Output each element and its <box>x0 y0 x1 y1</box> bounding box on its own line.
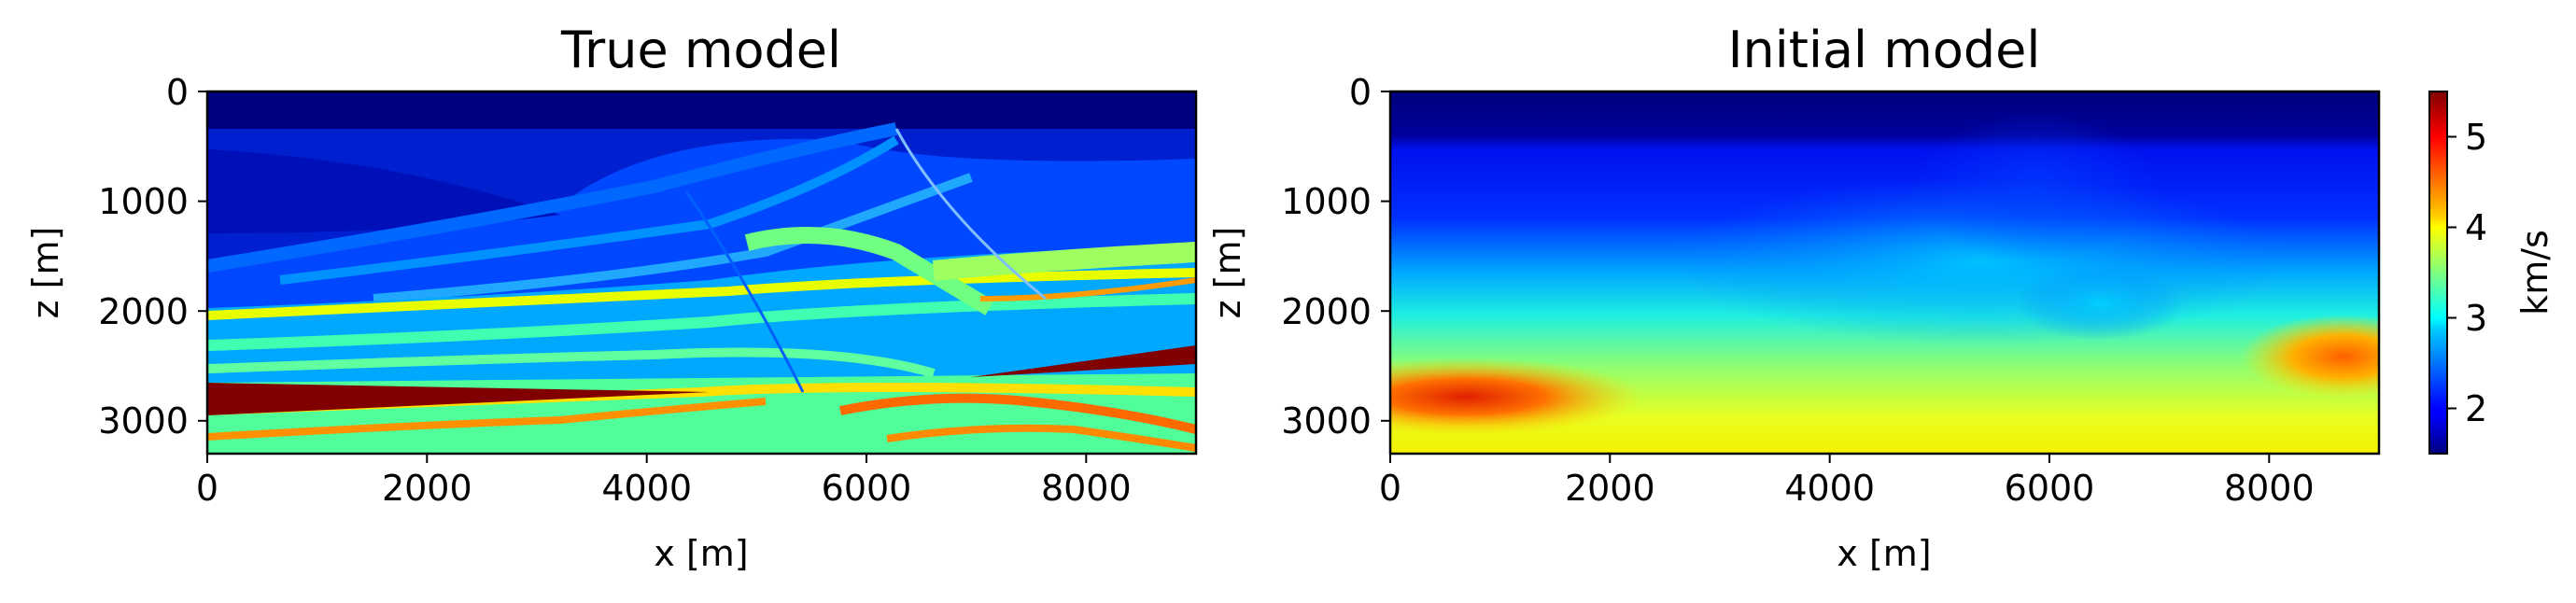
initial-model-image <box>1390 91 2379 454</box>
x-tick-label: 4000 <box>1784 468 1875 509</box>
colorbar-tick-label: 2 <box>2465 388 2487 429</box>
y-tick-label: 0 <box>1349 72 1372 113</box>
y-axis-label: z [m] <box>25 227 66 319</box>
y-axis: 0 1000 2000 3000 z [m] <box>25 72 207 442</box>
colorbar-label: km/s <box>2514 230 2555 316</box>
y-tick-label: 1000 <box>98 181 189 222</box>
x-tick-label: 8000 <box>1041 468 1132 509</box>
x-axis: 0 2000 4000 6000 8000 x [m] <box>196 454 1132 574</box>
initial-model-panel: Initial model 0 2000 4000 6000 8000 x [m… <box>1207 21 2381 574</box>
y-tick-label: 2000 <box>1281 291 1372 332</box>
x-tick-label: 6000 <box>822 468 912 509</box>
colorbar: 2 3 4 5 km/s <box>2428 91 2555 455</box>
x-axis-label: x [m] <box>654 533 748 574</box>
y-tick-label: 2000 <box>98 291 189 332</box>
y-tick-label: 3000 <box>98 400 189 442</box>
chart-title: True model <box>560 21 841 79</box>
y-tick-label: 0 <box>166 72 189 113</box>
colorbar-gradient <box>2429 91 2447 454</box>
colorbar-tick-label: 4 <box>2465 207 2487 248</box>
x-tick-label: 6000 <box>2005 468 2095 509</box>
true-model-panel: True model <box>25 21 1198 574</box>
x-tick-label: 0 <box>1379 468 1401 509</box>
x-tick-label: 0 <box>196 468 218 509</box>
colorbar-tick-label: 5 <box>2465 117 2487 158</box>
x-tick-label: 8000 <box>2224 468 2315 509</box>
colorbar-frame <box>2428 91 2448 455</box>
colorbar-tick-label: 3 <box>2465 298 2487 339</box>
y-tick-label: 3000 <box>1281 400 1372 442</box>
x-axis-label: x [m] <box>1837 533 1931 574</box>
chart-title: Initial model <box>1728 21 2041 79</box>
x-tick-label: 2000 <box>1565 468 1655 509</box>
true-model-image <box>207 91 1196 454</box>
plot-frame <box>1388 90 2381 456</box>
x-tick-label: 2000 <box>382 468 472 509</box>
y-axis-label: z [m] <box>1207 227 1248 319</box>
x-axis: 0 2000 4000 6000 8000 x [m] <box>1379 454 2315 574</box>
x-tick-label: 4000 <box>601 468 692 509</box>
y-tick-label: 1000 <box>1281 181 1372 222</box>
y-axis: 0 1000 2000 3000 z [m] <box>1207 72 1390 442</box>
plot-frame <box>205 90 1198 456</box>
